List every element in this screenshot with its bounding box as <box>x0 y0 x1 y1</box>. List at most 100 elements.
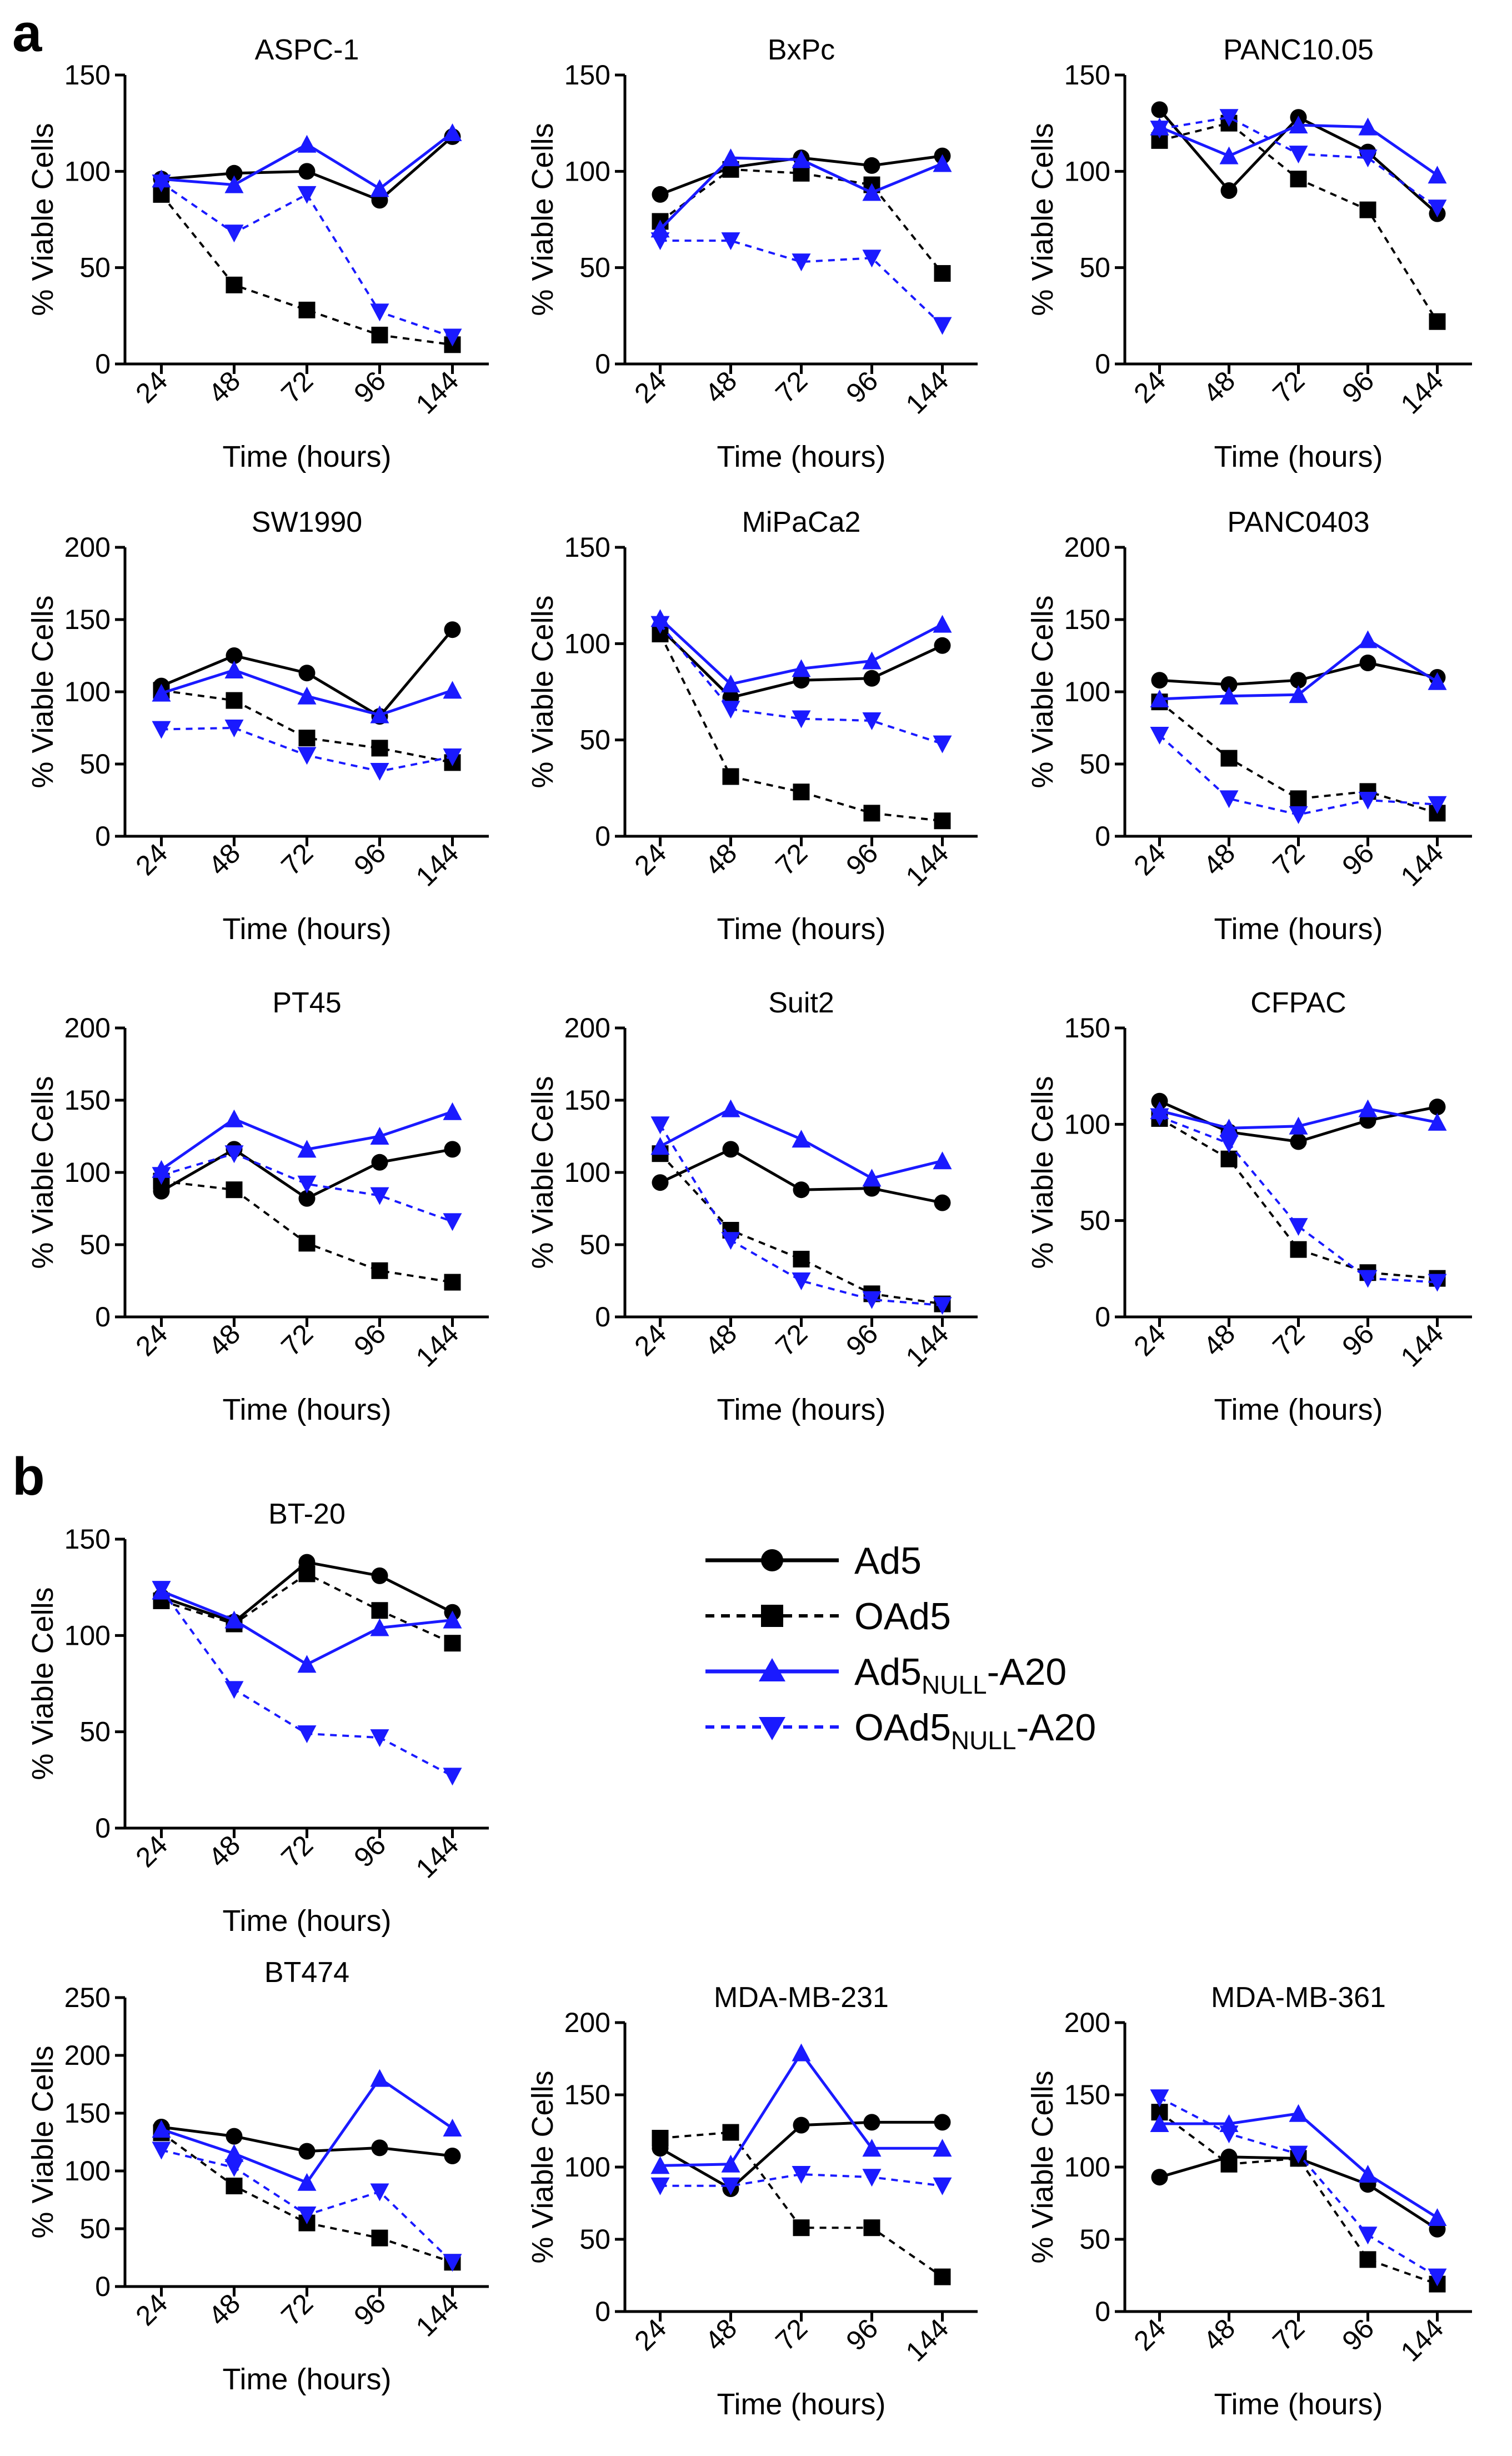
data-point-ad5null-a20 <box>443 1610 462 1629</box>
data-point-ad5 <box>863 670 880 687</box>
y-tick-label: 100 <box>564 156 610 187</box>
data-point-oad5 <box>226 1181 243 1199</box>
x-tick-label: 48 <box>699 2313 743 2357</box>
series-ad5null-a20 <box>650 148 952 238</box>
chart-title: SW1990 <box>252 506 362 538</box>
x-tick-label: 72 <box>275 365 319 409</box>
data-point-oad5null-a20 <box>443 328 462 347</box>
y-tick-label: 100 <box>564 628 610 659</box>
x-tick-label: 72 <box>769 2313 813 2357</box>
series-line-oad5null-a20 <box>161 1152 453 1223</box>
x-tick-label: 96 <box>840 2313 884 2357</box>
data-point-oad5null-a20 <box>152 174 171 193</box>
data-point-oad5 <box>298 1235 316 1252</box>
series-oad5null-a20 <box>1150 2089 1447 2287</box>
y-tick-label: 50 <box>1079 2224 1110 2255</box>
x-tick-label: 72 <box>1266 365 1310 409</box>
x-tick-label: 48 <box>1197 2313 1241 2357</box>
data-point-ad5 <box>722 1141 739 1158</box>
data-point-oad5 <box>722 2124 739 2141</box>
y-tick-label: 200 <box>564 2007 610 2038</box>
y-tick-label: 100 <box>64 1157 111 1188</box>
x-tick-label: 24 <box>1128 365 1171 409</box>
series-oad5null-a20 <box>152 720 462 781</box>
data-point-ad5null-a20 <box>721 148 740 167</box>
data-point-ad5null-a20 <box>650 2156 670 2174</box>
data-point-oad5null-a20 <box>792 710 811 728</box>
chart-title: CFPAC <box>1250 987 1346 1019</box>
x-tick-label: 144 <box>900 837 955 892</box>
y-tick-label: 0 <box>95 348 111 380</box>
data-point-oad5null-a20 <box>721 232 740 251</box>
chart-bt-20: BT-20 0 50 100 150 24 48 72 96 144 Time (hours) % V… <box>26 1498 489 1938</box>
x-tick-label: 96 <box>840 365 884 409</box>
data-point-oad5null-a20 <box>862 1291 882 1309</box>
data-point-oad5 <box>371 1602 388 1619</box>
data-point-ad5null-a20 <box>443 1102 462 1120</box>
y-tick-label: 150 <box>64 59 111 91</box>
y-axis-title: % Viable Cells <box>1026 595 1059 788</box>
data-point-ad5null-a20 <box>1358 630 1378 648</box>
data-point-ad5null-a20 <box>443 681 462 699</box>
data-point-oad5null-a20 <box>224 2159 244 2177</box>
chart-title: PT45 <box>272 987 341 1019</box>
chart-title: BT-20 <box>268 1498 346 1530</box>
y-tick-label: 200 <box>1064 532 1110 563</box>
x-axis-title: Time (hours) <box>717 1393 885 1426</box>
data-point-ad5null-a20 <box>933 154 952 172</box>
y-tick-label: 50 <box>79 2213 111 2244</box>
y-tick-label: 100 <box>564 2152 610 2183</box>
y-tick-label: 0 <box>95 1813 111 1844</box>
series-line-oad5 <box>160 193 453 346</box>
y-tick-label: 100 <box>1064 2152 1110 2183</box>
x-tick-label: 72 <box>769 1318 813 1362</box>
data-point-oad5null-a20 <box>1358 1270 1378 1288</box>
series-line-ad5null-a20 <box>161 2076 453 2184</box>
series-ad5null-a20 <box>650 609 952 693</box>
legend: Ad5 OAd5 Ad5NULL-A20 OAd5NULL-A20 <box>705 1540 1096 1755</box>
data-point-ad5null-a20 <box>370 1127 389 1145</box>
x-tick-label: 72 <box>769 837 813 881</box>
x-tick-label: 96 <box>1336 837 1380 881</box>
data-point-ad5null-a20 <box>1358 2165 1378 2183</box>
data-point-ad5null-a20 <box>1289 116 1308 134</box>
data-point-ad5null-a20 <box>792 1130 811 1148</box>
x-axis-title: Time (hours) <box>717 2388 885 2421</box>
y-tick-label: 150 <box>64 1085 111 1116</box>
chart-sw1990: SW1990 0 50 100 150 200 24 48 72 96 144 Time (hours… <box>26 506 489 946</box>
data-point-oad5null-a20 <box>792 253 811 272</box>
data-point-oad5null-a20 <box>370 1187 389 1205</box>
series-line-oad5null-a20 <box>161 182 453 338</box>
data-point-oad5null-a20 <box>1219 790 1239 808</box>
data-point-ad5null-a20 <box>1428 1112 1447 1131</box>
chart-title: BT474 <box>264 1956 349 1989</box>
x-tick-label: 96 <box>348 1829 392 1873</box>
data-point-ad5null-a20 <box>224 1610 244 1629</box>
data-point-ad5null-a20 <box>862 1169 882 1187</box>
x-axis-title: Time (hours) <box>1214 912 1383 946</box>
series-line-oad5null-a20 <box>659 1124 943 1307</box>
y-tick-label: 100 <box>564 1157 610 1188</box>
series-ad5 <box>153 2118 461 2164</box>
series-line-oad5null-a20 <box>659 623 943 745</box>
series-line-oad5 <box>660 2131 943 2278</box>
data-point-oad5 <box>863 2219 880 2237</box>
data-point-ad5null-a20 <box>721 675 740 693</box>
x-tick-label: 24 <box>628 2313 672 2357</box>
x-tick-label: 72 <box>275 1829 319 1873</box>
x-tick-label: 48 <box>202 2288 246 2332</box>
legend-entry-ad5: Ad5 <box>705 1540 922 1582</box>
series-ad5null-a20 <box>152 123 462 197</box>
y-tick-label: 150 <box>564 1085 610 1116</box>
data-point-ad5 <box>298 665 316 682</box>
x-tick-label: 144 <box>410 1318 465 1373</box>
series-oad5null-a20 <box>152 1581 462 1786</box>
data-point-ad5 <box>1290 1133 1307 1150</box>
y-tick-label: 0 <box>95 1301 111 1332</box>
y-axis-title: % Viable Cells <box>526 1076 559 1269</box>
x-tick-label: 24 <box>628 1318 672 1362</box>
y-tick-label: 200 <box>64 532 111 563</box>
data-point-oad5null-a20 <box>650 616 670 634</box>
chart-mipaca2: MiPaCa2 0 50 100 150 24 48 72 96 144 Time (hours)%… <box>526 506 978 946</box>
data-point-oad5null-a20 <box>721 701 740 719</box>
